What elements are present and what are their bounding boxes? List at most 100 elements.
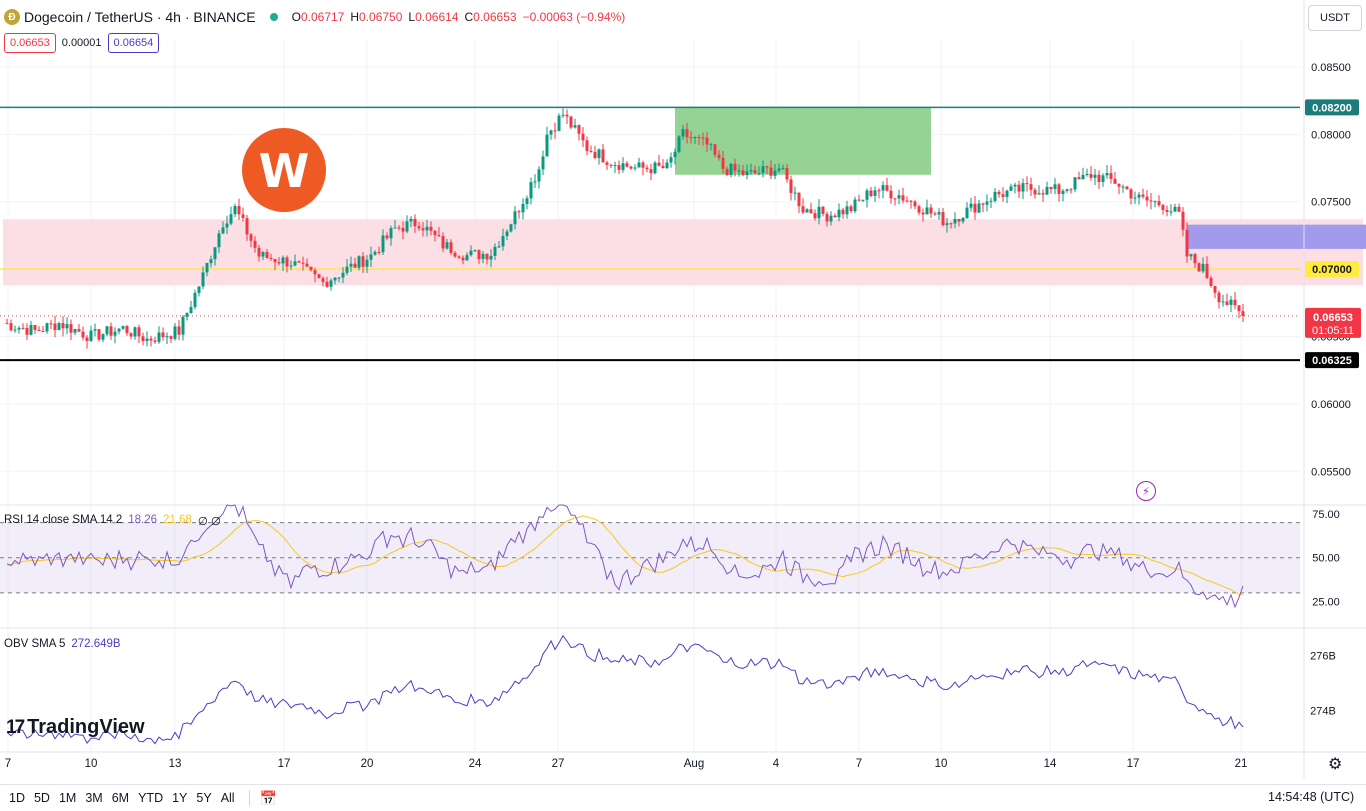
- candle-body: [41, 330, 45, 332]
- candle-body: [617, 165, 621, 170]
- bid-button[interactable]: 0.06653: [4, 33, 56, 53]
- candle-body: [601, 149, 605, 163]
- candle-body: [565, 114, 569, 117]
- candle-body: [365, 259, 369, 267]
- price-axis[interactable]: 0.085000.080000.075000.070000.065000.060…: [1303, 0, 1361, 778]
- period-1m[interactable]: 1M: [58, 791, 77, 805]
- time-tick-label: 13: [169, 758, 182, 770]
- candle-body: [769, 167, 773, 176]
- candle-body: [901, 195, 905, 201]
- time-axis[interactable]: 7 10 13 17 20 24 27 Aug 4 7 10 14 17 21: [0, 751, 1366, 770]
- candle-body: [321, 278, 325, 282]
- candle-body: [117, 328, 121, 332]
- time-tick-label: 20: [361, 758, 374, 770]
- candle-body: [1041, 193, 1045, 195]
- candle-body: [1141, 194, 1145, 197]
- candle-body: [633, 167, 637, 169]
- obv-legend[interactable]: OBV SMA 5 272.649B: [4, 638, 121, 650]
- candle-body: [341, 272, 345, 278]
- candle-body: [909, 200, 913, 202]
- candle-body: [989, 200, 993, 202]
- candle-body: [1225, 301, 1229, 305]
- candle-body: [1109, 173, 1113, 179]
- candle-body: [345, 266, 349, 273]
- candle-body: [441, 236, 445, 249]
- period-all[interactable]: All: [220, 791, 235, 805]
- candle-body: [641, 162, 645, 168]
- currency-selector[interactable]: USDT: [1308, 5, 1362, 31]
- candle-body: [1133, 197, 1137, 199]
- candle-body: [753, 170, 757, 174]
- open-key: O: [291, 10, 301, 24]
- period-6m[interactable]: 6M: [111, 791, 130, 805]
- level-label: 0.07000: [1312, 264, 1352, 276]
- period-3m[interactable]: 3M: [85, 791, 103, 805]
- ask-button[interactable]: 0.06654: [107, 33, 160, 53]
- candle-body: [493, 246, 497, 256]
- period-5d[interactable]: 5D: [33, 791, 50, 805]
- rsi-tick-label: 50.00: [1312, 553, 1340, 565]
- candle-body: [997, 191, 1001, 195]
- candle-body: [9, 323, 13, 331]
- candle-body: [197, 286, 201, 293]
- candle-body: [545, 134, 549, 157]
- period-1d[interactable]: 1D: [9, 791, 25, 805]
- symbol-title[interactable]: Dogecoin / TetherUS · 4h · BINANCE: [24, 9, 256, 25]
- candle-body: [733, 163, 737, 171]
- open-value: 0.06717: [300, 10, 345, 24]
- rsi-legend[interactable]: RSI 14 close SMA 14 2 18.26 21.68 ∅ ∅: [4, 514, 221, 528]
- candle-body: [485, 253, 489, 260]
- candle-body: [369, 254, 373, 260]
- candle-body: [193, 292, 197, 308]
- candle-body: [313, 270, 317, 275]
- candle-body: [689, 137, 693, 139]
- candle-body: [1121, 186, 1125, 188]
- candle-body: [1145, 196, 1149, 201]
- candle-body: [1177, 206, 1181, 212]
- candle-body: [577, 125, 581, 134]
- last-price-bg: [1305, 307, 1361, 338]
- candle-body: [333, 277, 337, 281]
- horizontal-lines: [0, 106, 1300, 362]
- candle-body: [1053, 184, 1057, 190]
- candle-body: [73, 328, 77, 333]
- flash-icon[interactable]: ⚡: [1136, 481, 1156, 501]
- candle-body: [805, 209, 809, 213]
- candle-body: [637, 162, 641, 168]
- candle-body: [317, 274, 321, 279]
- candle-body: [1157, 201, 1161, 206]
- candle-body: [549, 130, 553, 135]
- candle-body: [885, 185, 889, 191]
- candle-body: [917, 206, 921, 213]
- period-5y[interactable]: 5Y: [196, 791, 212, 805]
- candle-body: [221, 227, 225, 234]
- candle-body: [229, 214, 233, 224]
- rsi-tick-label: 25.00: [1312, 597, 1340, 609]
- candle-body: [1185, 229, 1189, 257]
- rsi-label: RSI 14 close SMA 14 2: [4, 514, 123, 526]
- candle-body: [1165, 210, 1169, 212]
- time-tick-label: 10: [935, 758, 948, 770]
- candle-body: [561, 114, 565, 116]
- time-tick-label: 7: [5, 758, 11, 770]
- candle-body: [849, 206, 853, 212]
- period-1y[interactable]: 1Y: [172, 791, 188, 805]
- candle-body: [797, 192, 801, 207]
- candle-body: [713, 144, 717, 155]
- price-chart[interactable]: 0.085000.080000.075000.070000.065000.060…: [0, 0, 1366, 784]
- candle-body: [97, 329, 101, 340]
- candle-body: [881, 185, 885, 191]
- candle-body: [925, 207, 929, 215]
- candle-body: [825, 213, 829, 222]
- candle-body: [185, 313, 189, 317]
- candle-body: [173, 326, 177, 339]
- calendar-icon[interactable]: 📅: [259, 789, 278, 806]
- candle-body: [445, 242, 449, 249]
- period-ytd[interactable]: YTD: [138, 791, 164, 805]
- obv-label: OBV SMA 5: [4, 638, 66, 650]
- candle-body: [1193, 254, 1197, 264]
- candle-body: [45, 323, 49, 332]
- candle-body: [1005, 190, 1009, 197]
- candle-body: [377, 251, 381, 253]
- gear-icon[interactable]: ⚙: [1328, 756, 1343, 773]
